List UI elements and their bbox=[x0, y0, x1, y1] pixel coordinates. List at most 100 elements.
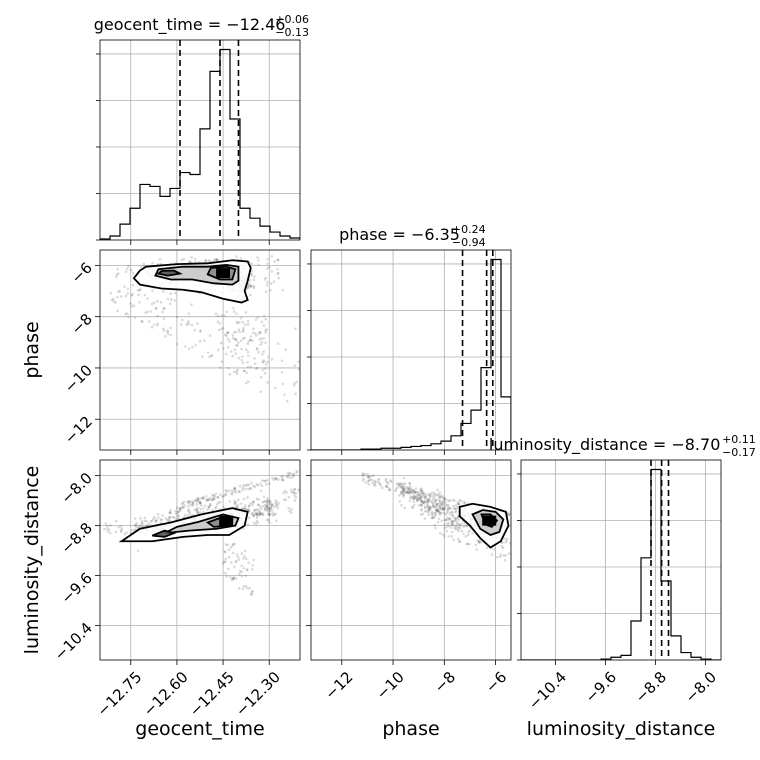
sample-point bbox=[152, 301, 156, 304]
sample-point bbox=[124, 312, 127, 316]
sample-point bbox=[443, 497, 446, 501]
sample-point bbox=[255, 366, 259, 370]
sample-point bbox=[231, 336, 235, 340]
sample-point bbox=[270, 502, 274, 506]
sample-point bbox=[443, 497, 447, 500]
sample-point bbox=[249, 284, 253, 288]
title-plus: +0.11 bbox=[722, 433, 756, 446]
sample-point bbox=[437, 510, 440, 513]
sample-point bbox=[261, 361, 264, 364]
sample-point bbox=[434, 526, 438, 530]
sample-point bbox=[274, 476, 277, 480]
sample-point bbox=[233, 502, 237, 506]
sample-point bbox=[402, 487, 405, 491]
sample-point bbox=[456, 527, 460, 530]
sample-point bbox=[419, 491, 423, 495]
sample-point bbox=[442, 508, 446, 511]
sample-point bbox=[434, 504, 437, 508]
histogram-bar bbox=[661, 581, 671, 660]
sample-point bbox=[259, 390, 263, 394]
sample-point bbox=[225, 575, 229, 578]
sample-point bbox=[428, 505, 432, 509]
sample-point bbox=[223, 550, 227, 553]
sample-point bbox=[443, 523, 446, 527]
sample-point bbox=[246, 354, 250, 358]
sample-point bbox=[108, 531, 112, 535]
sample-point bbox=[413, 495, 417, 498]
sample-point bbox=[402, 476, 406, 480]
sample-point bbox=[169, 333, 173, 337]
sample-point bbox=[263, 499, 267, 503]
sample-point bbox=[169, 508, 173, 512]
sample-point bbox=[252, 484, 256, 488]
sample-point bbox=[238, 321, 241, 324]
x-tick-label-1: −9.6 bbox=[582, 668, 620, 706]
panel-frame bbox=[99, 249, 301, 451]
sample-point bbox=[152, 323, 156, 326]
sample-point bbox=[256, 316, 259, 319]
sample-point bbox=[261, 353, 264, 356]
sample-point bbox=[370, 478, 374, 482]
sample-point bbox=[250, 272, 254, 276]
sample-point bbox=[424, 494, 428, 497]
histogram-bar bbox=[240, 208, 250, 240]
density-peak bbox=[219, 515, 234, 526]
sample-point bbox=[445, 518, 448, 521]
sample-point bbox=[371, 481, 374, 485]
sample-point bbox=[252, 514, 256, 517]
sample-point bbox=[485, 546, 489, 550]
sample-point bbox=[198, 340, 202, 343]
sample-point bbox=[206, 498, 210, 501]
sample-point bbox=[265, 283, 269, 287]
sample-point bbox=[159, 518, 163, 521]
sample-point bbox=[423, 517, 427, 520]
sample-point bbox=[410, 487, 413, 491]
sample-point bbox=[427, 499, 431, 503]
sample-point bbox=[457, 540, 461, 543]
sample-point bbox=[400, 503, 403, 507]
sample-point bbox=[229, 350, 233, 353]
sample-point bbox=[162, 290, 165, 293]
sample-point bbox=[235, 370, 239, 373]
sample-point bbox=[255, 513, 259, 516]
sample-point bbox=[235, 255, 238, 258]
sample-point bbox=[266, 262, 269, 266]
sample-point bbox=[213, 258, 217, 261]
sample-point bbox=[363, 472, 367, 476]
sample-point bbox=[210, 354, 213, 357]
sample-point bbox=[161, 514, 164, 517]
sample-point bbox=[405, 491, 409, 495]
sample-point bbox=[245, 568, 249, 572]
sample-point bbox=[440, 502, 444, 506]
sample-point bbox=[266, 499, 269, 503]
sample-point bbox=[378, 482, 382, 486]
sample-point bbox=[244, 584, 248, 588]
sample-point bbox=[248, 285, 251, 288]
sample-point bbox=[292, 384, 296, 387]
x-tick-label-2: −8.8 bbox=[632, 668, 670, 706]
sample-point bbox=[443, 535, 446, 538]
sample-point bbox=[416, 494, 419, 497]
sample-point bbox=[109, 291, 113, 295]
sample-point bbox=[264, 507, 267, 510]
sample-point bbox=[109, 524, 112, 527]
sample-point bbox=[447, 504, 450, 508]
sample-point bbox=[178, 507, 182, 510]
sample-point bbox=[244, 557, 248, 560]
sample-point bbox=[185, 323, 189, 327]
sample-point bbox=[291, 472, 295, 476]
sample-point bbox=[455, 522, 459, 526]
sample-point bbox=[264, 509, 267, 512]
sample-point bbox=[242, 483, 246, 487]
sample-point bbox=[380, 486, 384, 490]
sample-point bbox=[256, 259, 260, 262]
sample-point bbox=[252, 286, 256, 290]
sample-point bbox=[235, 344, 238, 347]
sample-point bbox=[238, 570, 242, 573]
sample-point bbox=[441, 507, 445, 511]
sample-point bbox=[268, 500, 272, 503]
sample-point bbox=[404, 490, 408, 494]
sample-point bbox=[191, 345, 194, 349]
sample-point bbox=[245, 568, 249, 571]
sample-point bbox=[468, 542, 471, 546]
